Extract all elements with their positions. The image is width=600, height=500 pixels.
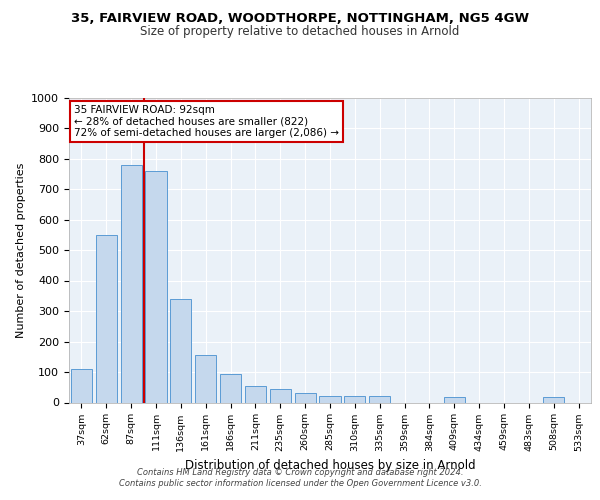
- Y-axis label: Number of detached properties: Number of detached properties: [16, 162, 26, 338]
- Text: Size of property relative to detached houses in Arnold: Size of property relative to detached ho…: [140, 25, 460, 38]
- Text: 35 FAIRVIEW ROAD: 92sqm
← 28% of detached houses are smaller (822)
72% of semi-d: 35 FAIRVIEW ROAD: 92sqm ← 28% of detache…: [74, 105, 339, 138]
- Text: Contains HM Land Registry data © Crown copyright and database right 2024.
Contai: Contains HM Land Registry data © Crown c…: [119, 468, 481, 487]
- Bar: [344, 396, 365, 402]
- Bar: [245, 386, 266, 402]
- Bar: [170, 299, 191, 403]
- X-axis label: Distribution of detached houses by size in Arnold: Distribution of detached houses by size …: [185, 459, 475, 472]
- Bar: [121, 164, 142, 402]
- Bar: [195, 355, 216, 403]
- Bar: [270, 389, 291, 402]
- Bar: [295, 394, 316, 402]
- Bar: [96, 235, 117, 402]
- Bar: [543, 397, 564, 402]
- Bar: [319, 396, 341, 402]
- Bar: [145, 170, 167, 402]
- Bar: [444, 397, 465, 402]
- Text: 35, FAIRVIEW ROAD, WOODTHORPE, NOTTINGHAM, NG5 4GW: 35, FAIRVIEW ROAD, WOODTHORPE, NOTTINGHA…: [71, 12, 529, 26]
- Bar: [220, 374, 241, 402]
- Bar: [369, 396, 390, 402]
- Bar: [71, 369, 92, 402]
